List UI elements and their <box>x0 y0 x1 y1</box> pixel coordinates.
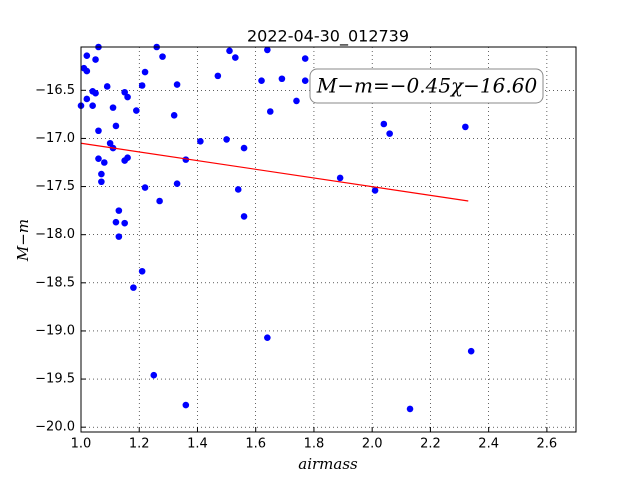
data-point <box>100 159 108 166</box>
data-point <box>115 207 123 214</box>
data-point <box>138 267 146 275</box>
data-point <box>173 81 181 88</box>
x-tick-label: 2.6 <box>537 437 558 452</box>
data-point <box>106 139 114 147</box>
data-point <box>371 187 379 194</box>
x-tick-label: 1.6 <box>245 437 266 452</box>
data-point <box>121 219 128 227</box>
y-tick-label: −17.0 <box>35 131 75 146</box>
data-point <box>301 77 309 84</box>
data-point <box>95 127 102 135</box>
plot-frame <box>80 46 577 433</box>
y-tick-label: −17.5 <box>35 179 75 194</box>
data-point <box>98 178 105 186</box>
chart-title: 2022-04-30_012739 <box>247 27 409 47</box>
data-point <box>223 136 230 143</box>
x-tick-label: 1.8 <box>304 437 325 452</box>
x-tick-label: 1.2 <box>129 437 150 452</box>
x-tick-label: 2.0 <box>362 437 383 452</box>
data-point <box>182 401 190 409</box>
data-point <box>182 156 190 163</box>
data-point <box>462 123 469 131</box>
fit-line <box>80 142 469 202</box>
data-point <box>266 108 274 115</box>
x-axis-label: airmass <box>298 455 358 473</box>
data-point <box>156 197 163 205</box>
data-point <box>141 68 149 76</box>
data-point <box>83 67 91 75</box>
data-point <box>133 107 140 114</box>
data-point <box>173 180 181 187</box>
data-point <box>214 72 222 80</box>
data-point <box>92 56 99 63</box>
plot-area <box>81 47 576 432</box>
data-point <box>240 144 248 152</box>
x-tick-label: 1.0 <box>71 437 92 452</box>
data-point <box>130 284 137 291</box>
data-point <box>226 47 233 55</box>
data-point <box>83 52 91 59</box>
data-point <box>138 82 146 89</box>
data-point <box>258 77 265 84</box>
y-tick-label: −19.0 <box>35 323 75 338</box>
data-point <box>197 138 204 145</box>
data-point <box>264 46 271 54</box>
data-point <box>141 184 149 191</box>
data-point <box>264 334 271 341</box>
data-point <box>232 54 239 61</box>
data-point <box>92 89 99 97</box>
data-point <box>380 120 388 128</box>
x-tick-label: 1.4 <box>187 437 208 452</box>
data-point <box>150 371 158 379</box>
annotation: M−m=−0.45χ−16.60 <box>316 74 538 98</box>
data-point <box>124 154 131 161</box>
data-point <box>121 88 128 96</box>
data-point <box>293 97 300 105</box>
data-point <box>278 75 286 83</box>
data-point <box>240 213 248 220</box>
data-point <box>301 55 309 62</box>
data-point <box>386 130 393 137</box>
annotation-box <box>309 68 544 104</box>
y-tick-label: −18.5 <box>35 275 75 290</box>
y-tick-label: −18.0 <box>35 227 75 242</box>
data-point <box>112 122 120 130</box>
data-point <box>467 347 475 355</box>
data-point <box>406 405 414 413</box>
data-point <box>115 233 123 240</box>
data-point <box>109 104 117 111</box>
data-point <box>89 102 96 110</box>
x-tick-label: 2.2 <box>420 437 441 452</box>
y-tick-label: −20.0 <box>35 420 75 435</box>
data-point <box>103 83 111 90</box>
y-tick-label: −16.5 <box>35 83 75 98</box>
data-point <box>83 95 91 103</box>
data-point <box>95 155 102 162</box>
data-point <box>336 174 344 182</box>
x-tick-label: 2.4 <box>478 437 499 452</box>
y-tick-label: −19.5 <box>35 372 75 387</box>
data-point <box>159 53 166 60</box>
data-point <box>234 186 242 193</box>
data-point <box>170 112 178 119</box>
data-point <box>98 170 105 178</box>
y-axis-label: M−m <box>14 219 32 262</box>
data-point <box>112 218 120 226</box>
data-point <box>124 93 131 101</box>
